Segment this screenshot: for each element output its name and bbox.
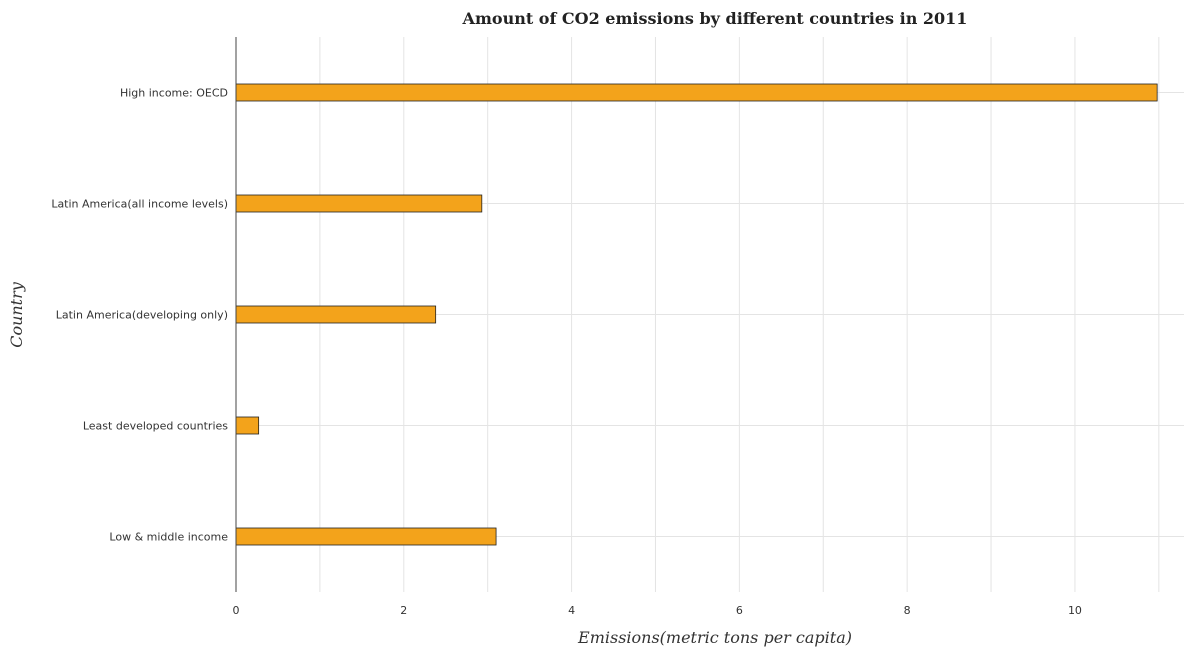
x-tick-label: 4 <box>568 604 575 617</box>
bar-least-developed-countries <box>235 416 260 435</box>
x-tick-label: 6 <box>736 604 743 617</box>
y-axis-title: Country <box>7 281 26 348</box>
x-tick-label: 0 <box>233 604 240 617</box>
y-tick-label: Low & middle income <box>109 531 228 544</box>
y-tick-label: Latin America(developing only) <box>56 309 228 322</box>
x-tick-label: 10 <box>1068 604 1082 617</box>
bar-latin-america-developing-only <box>235 305 437 324</box>
chart-title: Amount of CO2 emissions by different cou… <box>462 9 968 28</box>
x-axis-title: Emissions(metric tons per capita) <box>577 628 852 647</box>
x-tick-label: 8 <box>904 604 911 617</box>
y-tick-label: Latin America(all income levels) <box>51 198 228 211</box>
bar-low-middle-income <box>235 527 497 546</box>
bars <box>235 83 1158 546</box>
y-tick-label: High income: OECD <box>120 87 228 100</box>
x-tick-label: 2 <box>400 604 407 617</box>
tick-labels: 0 2 4 6 8 10 High income: OECD Latin America(al… <box>51 87 1082 618</box>
bar-high-income-oecd <box>235 83 1158 102</box>
y-tick-label: Least developed countries <box>83 420 228 433</box>
bar-latin-america-all-income-levels <box>235 194 483 213</box>
